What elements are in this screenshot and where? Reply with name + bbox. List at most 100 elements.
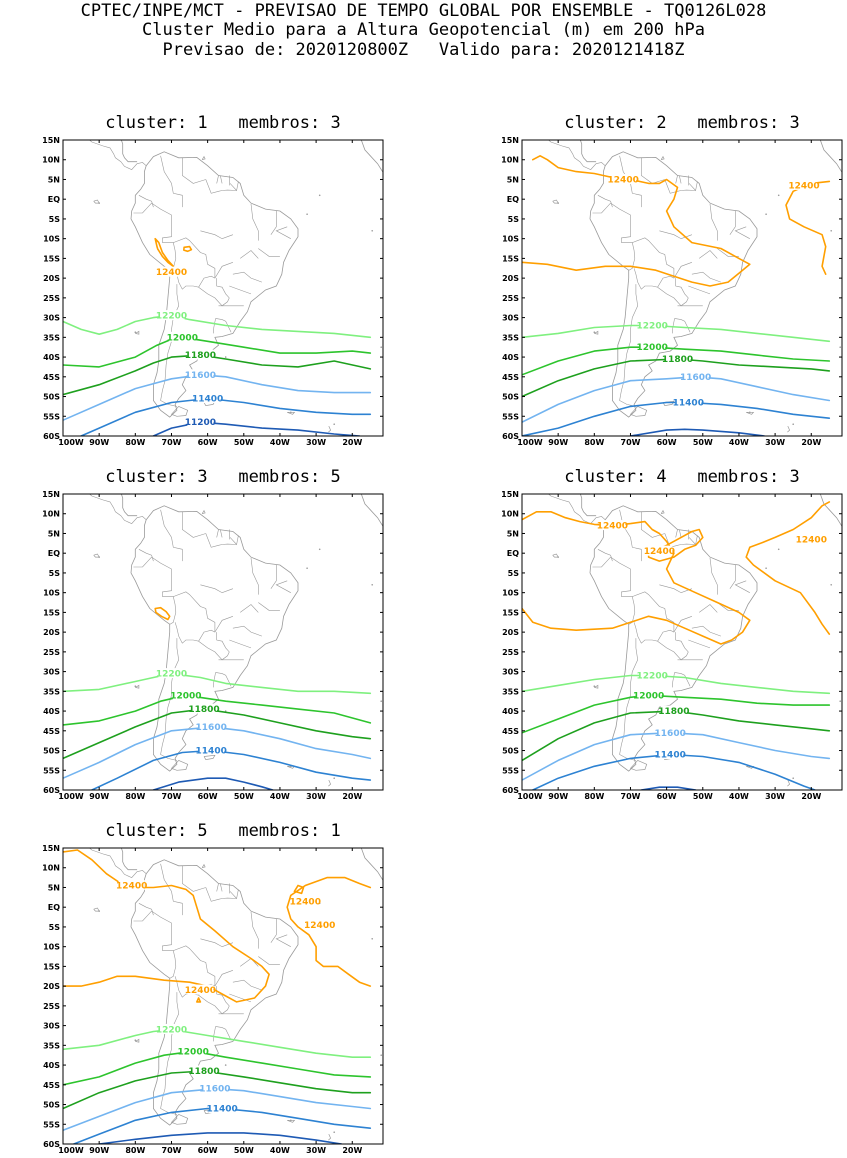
panel-4-map: 12400 12400 12400 12200 12000 11800 11600 11400… bbox=[479, 486, 847, 804]
border bbox=[672, 672, 675, 688]
border bbox=[88, 494, 147, 524]
lat-tick-label: EQ bbox=[48, 549, 60, 558]
contour-label: 12200 bbox=[637, 672, 668, 682]
border bbox=[709, 203, 718, 241]
lat-tick-label: 25S bbox=[502, 294, 519, 303]
lon-tick-label: 20W bbox=[342, 792, 362, 801]
border bbox=[88, 848, 147, 878]
lon-tick-label: 70W bbox=[162, 438, 182, 447]
island bbox=[380, 700, 383, 702]
border bbox=[673, 616, 693, 633]
island bbox=[594, 684, 599, 689]
lat-tick-label: 10S bbox=[502, 235, 519, 244]
island bbox=[749, 411, 751, 414]
border bbox=[632, 591, 675, 633]
border bbox=[215, 318, 232, 333]
contour-label: 12000 bbox=[178, 1047, 209, 1057]
contour-label: 11600 bbox=[680, 373, 711, 383]
border bbox=[633, 622, 675, 644]
island bbox=[797, 132, 802, 136]
contour-label: 12400 bbox=[304, 921, 335, 931]
lat-tick-label: 60S bbox=[43, 1140, 60, 1149]
lat-tick-label: 35S bbox=[502, 687, 519, 696]
island bbox=[830, 230, 832, 232]
island bbox=[306, 213, 308, 215]
contour-label-bg bbox=[198, 745, 225, 755]
lat-tick-label: 5N bbox=[48, 884, 60, 893]
contour-label: 12400 bbox=[608, 176, 639, 186]
contour-11200 bbox=[152, 421, 361, 436]
contour-label-bg bbox=[187, 984, 214, 995]
border bbox=[200, 230, 234, 240]
lat-tick-label: 50S bbox=[502, 393, 519, 402]
lon-tick-label: 100W bbox=[517, 792, 543, 801]
lon-tick-label: 100W bbox=[517, 438, 543, 447]
contour-11200 bbox=[629, 428, 766, 436]
lat-tick-label: 35S bbox=[502, 333, 519, 342]
border bbox=[160, 992, 180, 1115]
contour-label-bg bbox=[158, 310, 185, 321]
coastline bbox=[120, 494, 138, 517]
border bbox=[213, 1026, 216, 1042]
contour-label: 11600 bbox=[185, 371, 216, 381]
lat-tick-label: 15N bbox=[501, 490, 519, 499]
border bbox=[679, 175, 682, 184]
island bbox=[201, 155, 206, 161]
lat-tick-label: 15N bbox=[42, 844, 60, 853]
coastline bbox=[589, 151, 758, 418]
lat-tick-label: 55S bbox=[43, 766, 60, 775]
coastline bbox=[360, 848, 383, 881]
contour-label-bg bbox=[172, 689, 199, 700]
lon-tick-label: 90W bbox=[89, 438, 109, 447]
island bbox=[593, 331, 596, 333]
border bbox=[659, 230, 693, 240]
border bbox=[173, 945, 216, 987]
contour-label-bg bbox=[657, 727, 684, 738]
border bbox=[138, 549, 154, 562]
island bbox=[333, 423, 336, 426]
island bbox=[290, 411, 292, 414]
lat-tick-label: 50S bbox=[43, 393, 60, 402]
contour-label-bg bbox=[194, 393, 221, 403]
contour-label-bg bbox=[599, 520, 626, 531]
island bbox=[552, 553, 559, 558]
island bbox=[328, 779, 332, 787]
border bbox=[674, 672, 691, 687]
lat-tick-label: 10S bbox=[43, 943, 60, 952]
border bbox=[214, 262, 234, 279]
lon-tick-label: 50W bbox=[693, 792, 713, 801]
map-area bbox=[63, 140, 383, 436]
border bbox=[275, 226, 291, 239]
map-frame bbox=[521, 493, 843, 791]
contour-label: 12400 bbox=[796, 535, 827, 545]
contour-label-bg bbox=[675, 397, 702, 407]
border bbox=[232, 271, 263, 283]
border bbox=[173, 591, 216, 633]
border bbox=[216, 175, 219, 184]
border bbox=[174, 268, 216, 290]
lon-tick-label: 100W bbox=[58, 438, 84, 447]
panel-3-map: 12200 12000 11800 11600 11400 15N 10N 5N EQ 5S 10S… bbox=[20, 486, 388, 804]
island bbox=[660, 155, 665, 161]
lon-tick-label: 90W bbox=[548, 792, 568, 801]
contour-11400 bbox=[91, 749, 372, 790]
island bbox=[765, 567, 767, 569]
contour-label: 12400 bbox=[788, 181, 819, 191]
island bbox=[135, 684, 140, 689]
lon-tick-label: 30W bbox=[765, 438, 785, 447]
lat-tick-label: 30S bbox=[43, 1022, 60, 1031]
contour-label-bg bbox=[639, 670, 666, 680]
border bbox=[220, 883, 223, 892]
contour-12400 bbox=[647, 528, 704, 562]
border bbox=[182, 865, 206, 892]
lat-tick-label: EQ bbox=[507, 549, 519, 558]
contour-11800 bbox=[63, 1070, 372, 1110]
border bbox=[699, 250, 718, 259]
lon-tick-label: 40W bbox=[270, 438, 290, 447]
lon-tick-label: 30W bbox=[306, 1146, 326, 1155]
island bbox=[134, 685, 137, 687]
lat-tick-label: 10S bbox=[43, 589, 60, 598]
border bbox=[133, 202, 172, 243]
border bbox=[232, 979, 263, 991]
contour-label: 11800 bbox=[662, 355, 693, 365]
